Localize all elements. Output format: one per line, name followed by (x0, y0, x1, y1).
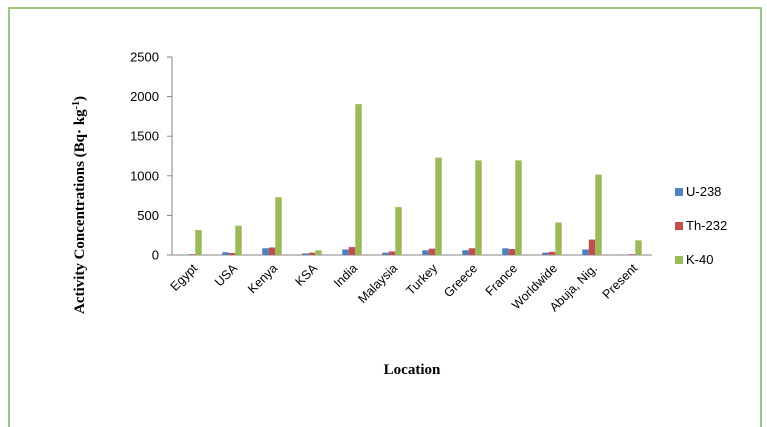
x-tick-label: France (483, 261, 520, 298)
x-tick-label: Kenya (245, 261, 280, 296)
bar-th-232 (349, 247, 356, 255)
bar-u-238 (342, 249, 349, 255)
bars (182, 104, 642, 255)
bar-u-238 (462, 250, 469, 255)
bar-th-232 (589, 240, 596, 255)
bar-u-238 (422, 250, 429, 255)
bar-k-40 (195, 230, 202, 255)
bar-th-232 (509, 249, 516, 255)
legend-label: Th-232 (686, 218, 727, 233)
x-tick-label: Egypt (168, 261, 201, 294)
bar-k-40 (395, 207, 402, 255)
y-axis-ticks: 0 500 1000 1500 2000 2500 (130, 50, 172, 263)
legend-label: U-238 (686, 184, 721, 199)
bar-u-238 (302, 253, 309, 255)
bar-k-40 (315, 250, 322, 255)
bar-u-238 (582, 249, 589, 255)
legend-swatch-u-238 (675, 188, 683, 196)
bar-u-238 (542, 253, 549, 255)
bar-u-238 (502, 248, 509, 255)
x-tick-label: Malaysia (355, 261, 400, 306)
bar-th-232 (429, 249, 436, 255)
x-tick-label: Greece (441, 261, 480, 300)
legend-label: K-40 (686, 252, 713, 267)
bar-u-238 (382, 253, 389, 255)
y-tick-label: 0 (152, 248, 159, 263)
bar-u-238 (262, 248, 269, 255)
bar-th-232 (269, 247, 276, 255)
y-axis-title-superscript: -1 (71, 101, 82, 109)
x-tick-label: India (331, 261, 360, 290)
legend-swatch-th-232 (675, 222, 683, 230)
x-tick-label: Turkey (404, 261, 441, 298)
bar-k-40 (515, 160, 522, 255)
x-tick-label: USA (212, 261, 241, 290)
x-tick-label: Present (600, 261, 641, 302)
bar-th-232 (189, 254, 196, 255)
y-tick-label: 2500 (130, 50, 159, 65)
y-axis-title: Activity Concentrations (Bq· kg-1) (71, 96, 89, 314)
y-tick-label: 500 (137, 208, 159, 223)
bar-u-238 (222, 252, 229, 255)
x-tick-label: KSA (293, 261, 321, 289)
legend-swatch-k-40 (675, 256, 683, 264)
bar-k-40 (435, 158, 442, 255)
bar-th-232 (309, 253, 316, 255)
bar-th-232 (229, 253, 236, 255)
bar-k-40 (475, 160, 482, 255)
bar-k-40 (635, 240, 642, 255)
y-tick-label: 1000 (130, 168, 159, 183)
bar-k-40 (355, 104, 362, 255)
bar-k-40 (595, 175, 602, 255)
y-tick-label: 2000 (130, 89, 159, 104)
bar-th-232 (469, 248, 476, 255)
bar-k-40 (555, 223, 562, 255)
bar-th-232 (549, 252, 556, 255)
bar-k-40 (275, 197, 282, 255)
x-axis-title: Location (384, 362, 441, 378)
bar-th-232 (629, 254, 636, 255)
y-tick-label: 1500 (130, 129, 159, 144)
legend: U-238 Th-232 K-40 (675, 184, 727, 267)
bar-k-40 (235, 226, 242, 255)
bar-th-232 (389, 251, 396, 255)
